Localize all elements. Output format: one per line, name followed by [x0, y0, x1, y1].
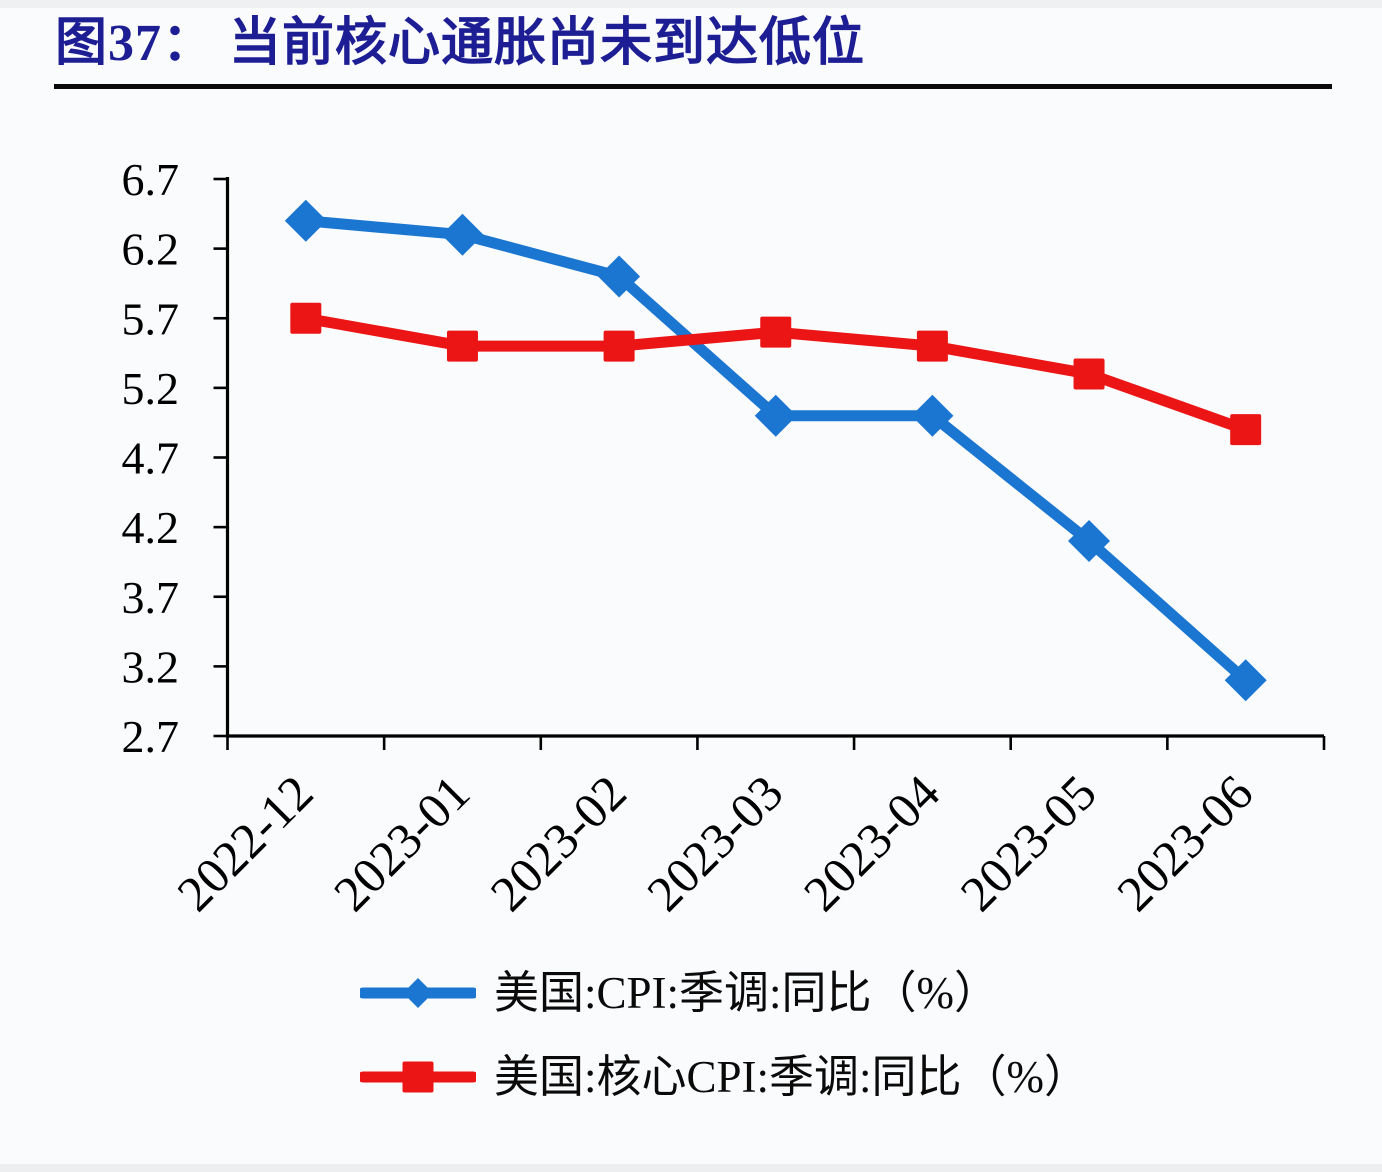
- series-marker-square: [760, 316, 792, 348]
- series-line-0: [300, 215, 1252, 686]
- series-marker-square: [603, 330, 635, 362]
- screenshot-bottom-edge: [0, 1164, 1382, 1172]
- series-marker-diamond: [284, 199, 327, 242]
- series-marker-square: [916, 330, 948, 362]
- legend-label-core-cpi: 美国:核心CPI:季调:同比（%）: [494, 1051, 1090, 1102]
- y-axis-tick-label: 4.2: [122, 502, 180, 553]
- series-marker-square: [290, 302, 322, 334]
- figure-title: 图37： 当前核心通胀尚未到达低位: [55, 15, 866, 72]
- legend-marker-cpi-diamond: [360, 978, 476, 1008]
- legend-diamond-icon: [403, 978, 433, 1008]
- screenshot-top-edge: [0, 0, 1382, 8]
- series-marker-diamond: [598, 255, 641, 298]
- y-axis-tick-label: 6.7: [122, 154, 180, 205]
- y-axis-tick-label: 4.7: [122, 433, 180, 484]
- legend-marker-core-cpi-square: [360, 1061, 476, 1093]
- x-axis-tick-label: 2023-02: [479, 764, 636, 921]
- legend-square-icon: [402, 1061, 434, 1093]
- legend-item-core-cpi: 美国:核心CPI:季调:同比（%）: [360, 1051, 1090, 1102]
- series-marker-diamond: [1224, 659, 1267, 702]
- title-divider: [54, 84, 1332, 89]
- x-axis-tick-label: 2023-01: [323, 764, 480, 921]
- legend-item-cpi: 美国:CPI:季调:同比（%）: [360, 967, 1000, 1018]
- series-0: [284, 199, 1267, 702]
- series-1: [290, 302, 1262, 446]
- series-marker-square: [1073, 358, 1105, 390]
- x-axis-tick-label: 2023-03: [636, 764, 793, 921]
- y-axis-tick-label: 6.2: [122, 224, 180, 275]
- x-axis-tick-label: 2023-05: [949, 764, 1106, 921]
- x-axis-tick-label: 2022-12: [166, 764, 323, 921]
- y-axis-tick-label: 3.2: [122, 641, 180, 692]
- y-axis-tick-label: 5.2: [122, 363, 180, 414]
- y-axis-tick-label: 2.7: [122, 711, 180, 762]
- legend-label-cpi: 美国:CPI:季调:同比（%）: [494, 967, 1000, 1018]
- series-marker-diamond: [441, 213, 484, 256]
- series-marker-diamond: [911, 394, 954, 437]
- series-marker-diamond: [754, 394, 797, 437]
- x-axis-tick-label: 2023-04: [793, 764, 950, 921]
- y-axis-tick-label: 5.7: [122, 293, 180, 344]
- series-marker-diamond: [1068, 520, 1111, 563]
- series-marker-square: [1230, 414, 1262, 446]
- y-axis-tick-label: 3.7: [122, 572, 180, 623]
- series-marker-square: [446, 330, 478, 362]
- x-axis-tick-label: 2023-06: [1106, 764, 1263, 921]
